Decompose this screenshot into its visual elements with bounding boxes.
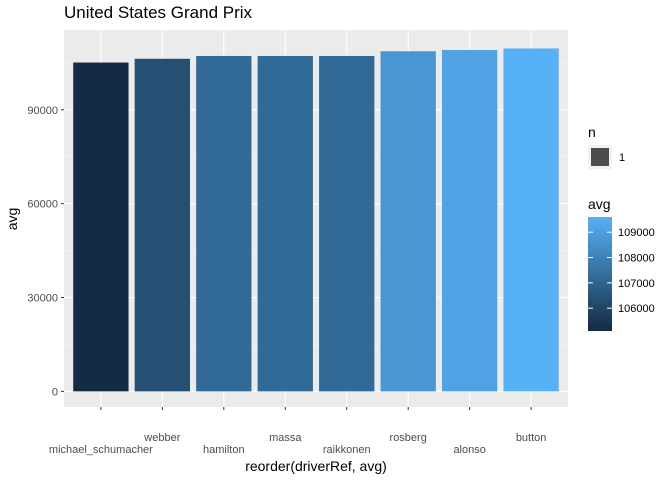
colorbar-label: 107000 [618,278,655,290]
x-tick-label: massa [269,432,302,444]
x-tick-label: hamilton [203,444,245,456]
bar-rosberg [380,51,436,392]
y-axis-title: avg [4,208,20,231]
bar-michael_schumacher [73,62,129,392]
y-tick-label: 90000 [27,105,58,117]
bar-massa [257,55,313,392]
legend-avg-title: avg [588,196,611,212]
chart-title: United States Grand Prix [64,3,253,22]
bar-button [503,48,559,392]
colorbar-label: 108000 [618,253,655,265]
x-tick-label: raikkonen [323,444,371,456]
legend-avg: avg 106000 107000 108000 109000 [588,196,655,331]
bar-alonso [442,50,498,392]
colorbar-label: 106000 [618,303,655,315]
x-tick-label: michael_schumacher [49,444,153,456]
x-tick-label: webber [143,432,180,444]
legend-n: n 1 [588,124,625,169]
bar-raikkonen [319,55,375,392]
bars [73,48,559,392]
legend-n-key [591,148,609,166]
bar-webber [134,58,190,392]
legend-n-label: 1 [619,152,625,164]
y-tick-label: 30000 [27,292,58,304]
y-tick-label: 0 [52,386,58,398]
x-tick-label: rosberg [390,432,427,444]
x-tick-label: alonso [453,444,485,456]
legend-n-title: n [588,124,596,140]
legend-avg-ticks: 106000 107000 108000 109000 [588,227,655,315]
bar-hamilton [196,55,252,392]
x-axis-title: reorder(driverRef, avg) [245,458,387,474]
y-tick-label: 60000 [27,199,58,211]
colorbar-label: 109000 [618,227,655,239]
y-axis: 0 30000 60000 90000 [27,105,64,398]
x-tick-label: button [516,432,547,444]
legend-avg-colorbar [588,217,612,331]
